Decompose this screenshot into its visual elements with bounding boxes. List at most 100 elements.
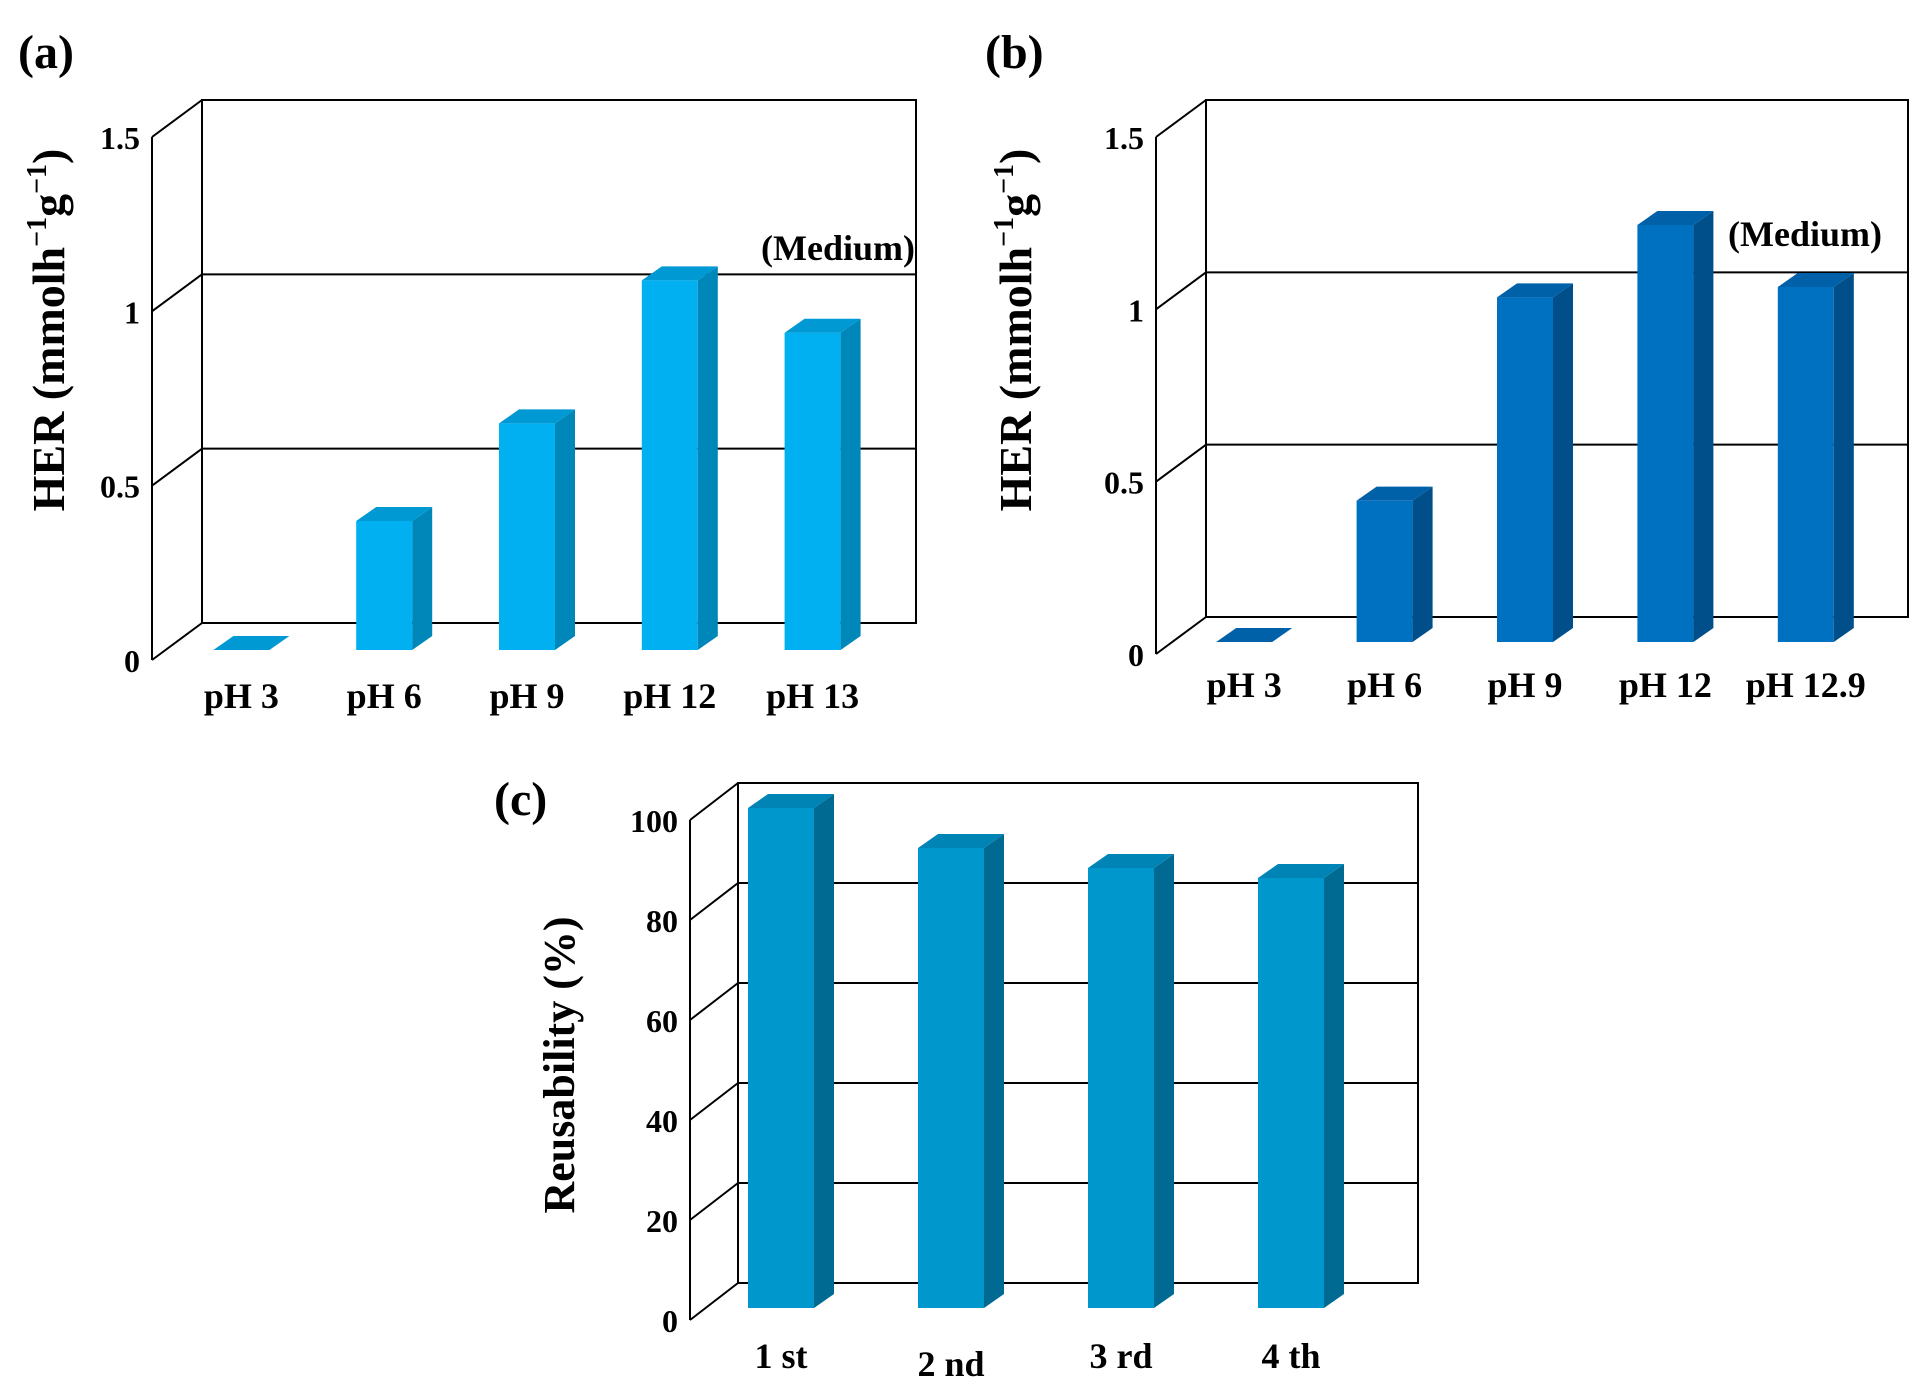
bar (918, 834, 1004, 1308)
bar (356, 506, 433, 650)
y-tick-label: 1 (1128, 292, 1144, 328)
x-tick-label: 1 st (755, 1336, 808, 1376)
panel-c-y-tick-labels: 0 20 40 60 80 100 (630, 803, 678, 1339)
x-tick-label: pH 6 (1347, 665, 1422, 705)
bar-top (1777, 272, 1854, 287)
back-wall (737, 782, 1419, 1284)
bar-top (1088, 854, 1174, 868)
floor-left-edge (1155, 616, 1207, 655)
y-tick-label: 1 (124, 294, 140, 330)
y-tick-label: 0 (662, 1303, 678, 1339)
bar (748, 794, 834, 1308)
y-tick-label: 60 (646, 1003, 678, 1039)
bar (784, 318, 861, 650)
ylabel-mid: g (23, 194, 74, 217)
bar (1777, 272, 1854, 642)
ylabel-sup: −1 (22, 164, 53, 194)
bar-side (840, 318, 861, 650)
panel-a-annotation: (Medium) (761, 228, 915, 268)
ylabel-sup: −1 (22, 217, 53, 247)
bar-side (1412, 486, 1433, 642)
panel-c-label: (c) (494, 773, 547, 826)
ylabel-sup: −1 (989, 217, 1020, 247)
x-tick-label: pH 3 (204, 676, 279, 716)
bar-front (1637, 224, 1694, 642)
x-tick-label: pH 12 (623, 676, 716, 716)
panel-c-y-axis-label: Reusability (%) (535, 917, 584, 1214)
bar (1088, 854, 1174, 1308)
y-tick-label: 0.5 (1104, 465, 1144, 501)
bar-front (1356, 500, 1413, 642)
bar-top (641, 266, 718, 281)
ylabel-main: HER (mmolh (23, 247, 74, 512)
ylabel-mid: g (990, 194, 1041, 217)
ylabel-end: ) (990, 149, 1041, 164)
gridline-left (689, 1182, 739, 1221)
bar-front (1777, 286, 1834, 642)
panel-b-chart: (b) 0 0.5 1 1.5 pH 3 pH 6 pH 9 pH 12 pH … (985, 26, 1909, 705)
x-tick-label: pH 3 (1207, 665, 1282, 705)
gridline-left (1155, 443, 1207, 483)
bar-top (1356, 486, 1433, 501)
panel-c-x-tick-labels: 1 st 2 nd 3 rd 4 th (755, 1336, 1321, 1384)
gridline-left (1155, 271, 1207, 311)
gridline-left (689, 882, 739, 921)
panel-b-x-tick-labels: pH 3 pH 6 pH 9 pH 12 pH 12.9 (1207, 665, 1866, 705)
gridline-left (151, 273, 203, 313)
bar-side (1324, 864, 1344, 1308)
bar-side (1693, 210, 1714, 642)
bar-front (784, 332, 841, 650)
panel-a-y-axis-label: HER (mmolh−1g−1) (22, 149, 74, 512)
panel-a-bars (213, 266, 861, 650)
panel-b-bars (1216, 210, 1854, 642)
bar (499, 409, 575, 650)
panel-a-x-tick-labels: pH 3 pH 6 pH 9 pH 12 pH 13 (204, 676, 859, 716)
x-tick-label: pH 12.9 (1746, 665, 1866, 705)
bar-side (1833, 272, 1854, 642)
bar-side (814, 794, 834, 1308)
bar-front (1497, 297, 1553, 642)
bar-front (356, 520, 413, 650)
x-tick-label: pH 9 (1487, 665, 1562, 705)
panel-b-annotation: (Medium) (1728, 214, 1882, 254)
bar-front (918, 848, 984, 1308)
left-wall-top-edge (151, 99, 203, 138)
panel-a-y-tick-labels: 0 0.5 1 1.5 (100, 120, 140, 679)
bar-top (1497, 283, 1573, 298)
bar-side (984, 834, 1004, 1308)
panel-c-bars (748, 794, 1344, 1308)
bar (213, 636, 290, 650)
bar-top (918, 834, 1004, 848)
x-tick-label: pH 9 (489, 676, 564, 716)
x-tick-label: 3 rd (1090, 1336, 1153, 1376)
bar (1637, 210, 1714, 642)
gridline-left (151, 447, 203, 487)
y-tick-label: 80 (646, 903, 678, 939)
bar-top (499, 409, 575, 424)
y-tick-label: 0 (1128, 637, 1144, 673)
y-tick-label: 1.5 (1104, 120, 1144, 156)
bar-side (555, 409, 575, 650)
ylabel-end: ) (23, 149, 74, 164)
panel-a-chart: (a) 0 0.5 1 1.5 pH 3 pH 6 pH 9 pH 12 pH … (18, 26, 917, 716)
left-wall-top-edge (1155, 99, 1207, 138)
panel-b-y-tick-labels: 0 0.5 1 1.5 (1104, 120, 1144, 673)
y-tick-label: 40 (646, 1103, 678, 1139)
panel-a-label: (a) (18, 26, 74, 79)
bar-side (1154, 854, 1174, 1308)
y-tick-label: 1.5 (100, 120, 140, 156)
panel-c-chart: (c) 0 20 40 60 80 100 1 st 2 nd 3 rd 4 t… (494, 773, 1419, 1384)
bar-side (412, 506, 433, 650)
x-tick-label: 2 nd (917, 1344, 984, 1384)
bar-top (213, 636, 290, 650)
bar (1356, 486, 1433, 642)
x-tick-label: pH 12 (1619, 665, 1712, 705)
bar-top (1637, 210, 1714, 225)
bar-top (748, 794, 834, 808)
bar-side (1553, 283, 1573, 642)
bar-top (1216, 628, 1293, 642)
x-tick-label: 4 th (1261, 1336, 1320, 1376)
y-tick-label: 0 (124, 643, 140, 679)
y-tick-label: 20 (646, 1203, 678, 1239)
